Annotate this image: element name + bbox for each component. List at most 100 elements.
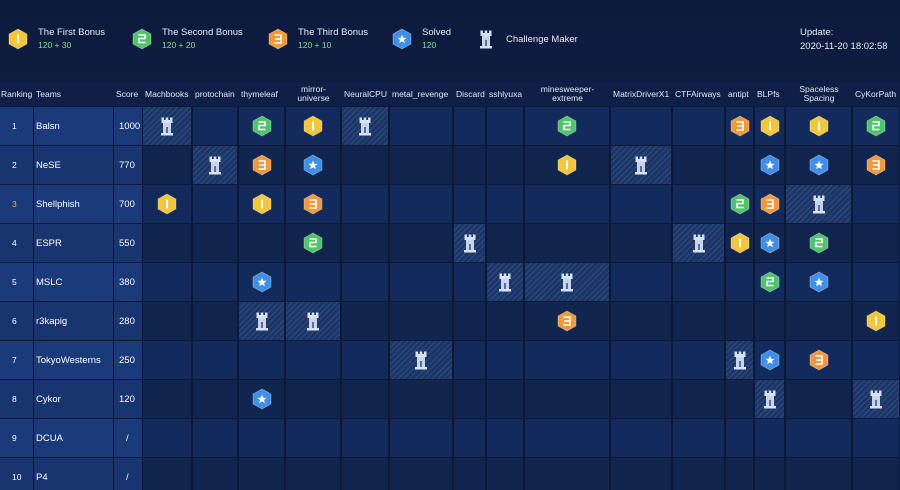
cell-teams [34,380,113,418]
challenge-cell [193,107,237,145]
challenge-cell [390,146,452,184]
tower-icon [476,28,496,50]
challenge-cell [853,146,899,184]
challenge-cell [239,185,284,223]
third-bonus-icon [809,349,829,371]
team-score: 120 [119,393,135,405]
challenge-cell [611,107,671,145]
tower-icon [355,115,375,137]
team-name[interactable]: ESPR [36,237,62,249]
cell-ranking [0,341,33,379]
team-name[interactable]: P4 [36,471,48,483]
challenge-cell [239,146,284,184]
challenge-cell [673,458,724,490]
challenge-cell [611,419,671,457]
team-score: 1000 [119,120,141,132]
table-row: 6 r3kapig 280 [0,302,900,341]
team-score: 550 [119,237,135,249]
challenge-cell [193,341,237,379]
team-name[interactable]: DCUA [36,432,63,444]
challenge-cell [853,380,899,418]
challenge-cell [487,146,523,184]
challenge-name-line1: Spaceless [799,84,839,94]
header-challenge[interactable]: metal_revenge [392,88,449,99]
team-name[interactable]: MSLC [36,276,63,288]
cell-ranking [0,302,33,340]
rank-value: 9 [12,433,17,443]
header-challenge[interactable]: NeuralCPU [344,88,387,99]
header-challenge[interactable]: Machbooks [145,88,189,99]
rank-value: 8 [12,394,17,404]
header-score: Score [116,88,139,99]
header-challenge[interactable]: CTFAirways [675,88,721,99]
challenge-cell [454,224,485,262]
challenge-cell [390,107,452,145]
challenge-cell [786,224,851,262]
challenge-cell [390,224,452,262]
header-challenge[interactable]: thymeleaf [241,88,278,99]
header-challenge[interactable]: BLPfs [757,88,780,99]
cell-teams [34,419,113,457]
challenge-cell [673,419,724,457]
challenge-cell [611,380,671,418]
rank-value: 1 [12,121,17,131]
header-challenge[interactable]: minesweeper-extreme [525,82,610,106]
table-row: 10 P4 / [0,458,900,490]
legend-label: Challenge Maker [506,34,578,45]
challenge-cell [286,458,340,490]
table-row: 1 Balsn 1000 [0,107,900,146]
challenge-cell [239,224,284,262]
team-name[interactable]: TokyoWesterns [36,354,101,366]
challenge-cell [726,302,753,340]
rank-value: 5 [12,277,17,287]
team-name[interactable]: Shellphish [36,198,80,210]
header-challenge[interactable]: Discard [456,88,485,99]
team-name[interactable]: Cykor [36,393,61,405]
team-name[interactable]: NeSE [36,159,61,171]
solved-icon [809,271,829,293]
header-challenge[interactable]: CyKorPath [855,88,897,99]
solved-icon [392,28,412,50]
challenge-cell [239,263,284,301]
table-row: 8 Cykor 120 [0,380,900,419]
challenge-cell [286,146,340,184]
challenge-cell [454,185,485,223]
tower-icon [809,193,829,215]
challenge-cell [786,185,851,223]
challenge-cell [673,302,724,340]
header-challenge[interactable]: sshlyuxa [489,88,523,99]
challenge-cell [454,419,485,457]
challenge-cell [286,341,340,379]
header-ranking: Ranking [1,88,33,99]
legend-label: The Third Bonus [298,27,369,38]
header-challenge[interactable]: mirror-universe [286,82,341,106]
header-challenge[interactable]: antipt [728,88,749,99]
challenge-cell [286,107,340,145]
challenge-cell [487,380,523,418]
header-challenge[interactable]: Spaceless Spacing [786,82,852,106]
header-challenge[interactable]: protochain [195,88,235,99]
challenge-cell [454,302,485,340]
tower-icon [760,388,780,410]
challenge-cell [342,185,388,223]
challenge-cell [342,458,388,490]
challenge-cell [755,419,784,457]
rank-value: 10 [12,472,22,482]
header-challenge[interactable]: MatrixDriverX1 [613,88,670,99]
challenge-cell [786,419,851,457]
challenge-cell [342,380,388,418]
challenge-cell [853,419,899,457]
challenge-cell [342,224,388,262]
team-score: / [126,432,129,444]
team-name[interactable]: r3kapig [36,315,68,327]
challenge-cell [755,458,784,490]
first-bonus-icon [730,232,750,254]
cell-ranking [0,185,33,223]
team-name[interactable]: Balsn [36,120,60,132]
tower-icon [689,232,709,254]
second-bonus-icon [132,28,152,50]
challenge-cell [853,107,899,145]
challenge-cell [239,107,284,145]
table-row: 3 Shellphish 700 [0,185,900,224]
cell-score [114,224,142,262]
